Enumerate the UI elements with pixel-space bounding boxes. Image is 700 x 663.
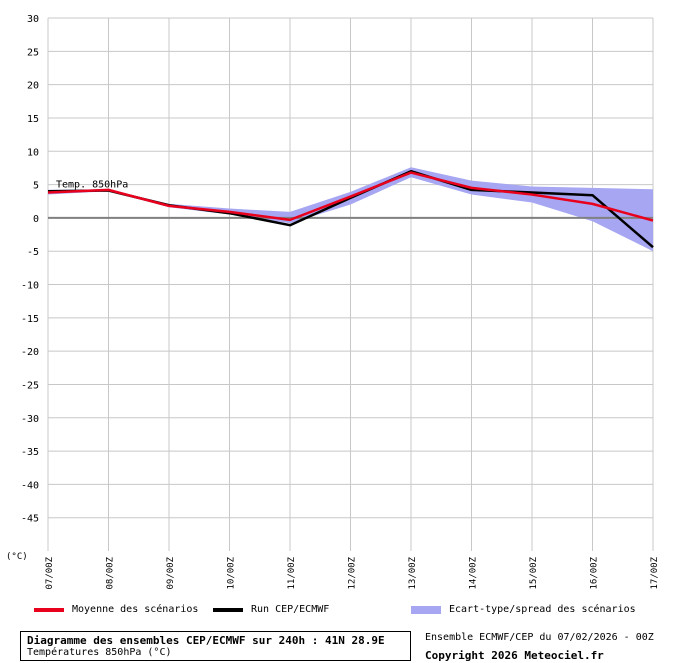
y-tick-label: 0 [33, 214, 39, 225]
spread-band [48, 167, 653, 252]
y-tick-label: -40 [21, 480, 39, 491]
legend-mean-swatch [34, 607, 64, 612]
y-tick-label: 25 [27, 47, 39, 58]
y-tick-label: 30 [27, 14, 39, 25]
y-tick-label: -15 [21, 314, 39, 325]
chart: 30 25 20 15 10 5 0 -5 -10 -15 -20 -25 -30 -35 -40 -45 07… [6, 14, 660, 590]
legend-run: Run CEP/ECMWF [213, 604, 329, 615]
copyright: Copyright 2026 Meteociel.fr [425, 649, 604, 662]
series-annotation: Temp. 850hPa [56, 180, 128, 191]
chart-title: Diagramme des ensembles CEP/ECMWF sur 24… [27, 634, 385, 647]
y-tick-label: 10 [27, 147, 39, 158]
y-tick-label: -20 [21, 347, 39, 358]
y-tick-label: -35 [21, 447, 39, 458]
y-tick-label: -30 [21, 414, 39, 425]
y-tick-label: -45 [21, 514, 39, 525]
legend-mean-label: Moyenne des scénarios [72, 604, 199, 615]
x-tick-label: 16/00Z [590, 556, 600, 589]
x-tick-label: 09/00Z [166, 556, 176, 589]
x-tick-label: 14/00Z [469, 556, 479, 589]
x-tick-label: 11/00Z [287, 556, 297, 589]
y-tick-label: 15 [27, 114, 39, 125]
legend-spread-label: Ecart-type/spread des scénarios [449, 604, 636, 615]
x-tick-label: 07/00Z [45, 556, 55, 589]
x-tick-label: 08/00Z [106, 556, 116, 589]
legend-spread-swatch [411, 605, 441, 614]
legend-mean: Moyenne des scénarios [34, 604, 198, 615]
y-tick-label: -10 [21, 281, 39, 292]
chart-subtitle: Températures 850hPa (°C) [27, 647, 172, 658]
y-tick-label: -25 [21, 380, 39, 391]
legend-run-swatch [213, 607, 243, 612]
x-tick-label: 10/00Z [227, 556, 237, 589]
y-tick-label: 5 [33, 181, 39, 192]
x-tick-label: 15/00Z [529, 556, 539, 589]
x-tick-label: 13/00Z [408, 556, 418, 589]
ensemble-info: Ensemble ECMWF/CEP du 07/02/2026 - 00Z [425, 632, 654, 643]
x-tick-label: 12/00Z [348, 556, 358, 589]
series-line-mean [47, 171, 654, 222]
y-unit-label: (°C) [6, 552, 28, 562]
footer-info: Ensemble ECMWF/CEP du 07/02/2026 - 00Z C… [425, 632, 654, 662]
title-box: Diagramme des ensembles CEP/ECMWF sur 24… [20, 631, 411, 661]
x-tick-label: 17/00Z [650, 556, 660, 589]
y-tick-label: -5 [27, 247, 39, 258]
y-tick-label: 20 [27, 81, 39, 92]
legend-run-label: Run CEP/ECMWF [251, 604, 330, 615]
legend-spread: Ecart-type/spread des scénarios [411, 604, 636, 615]
